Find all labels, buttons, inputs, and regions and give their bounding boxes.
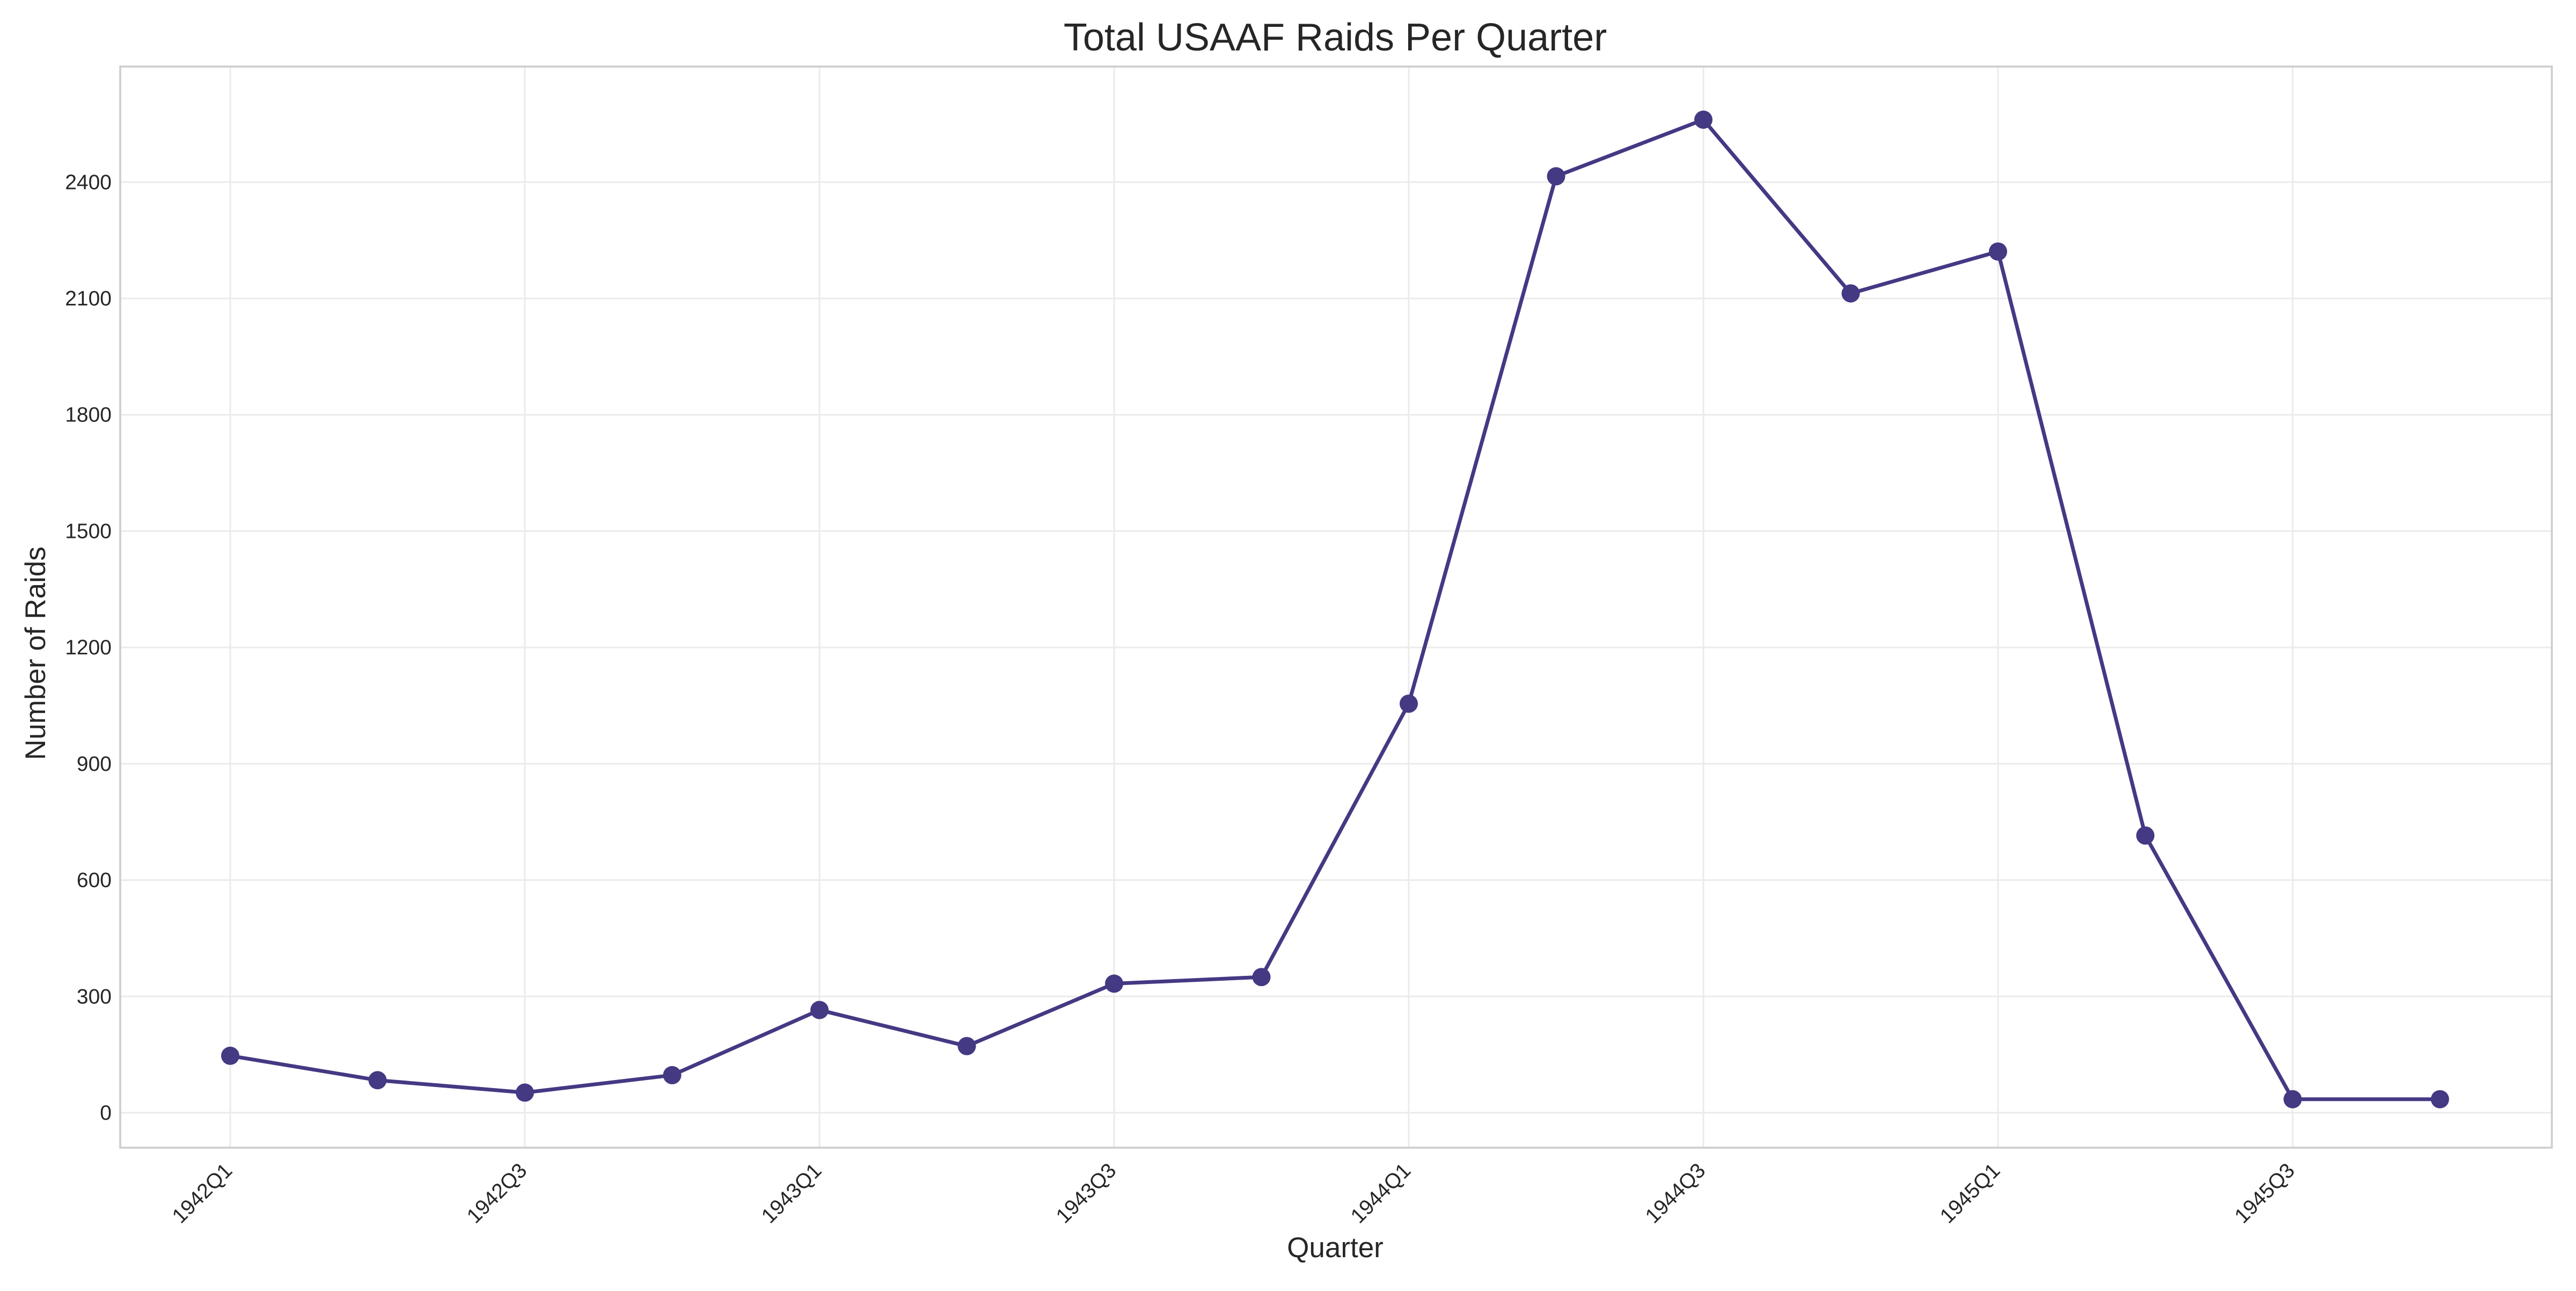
x-axis-label: Quarter (1287, 1232, 1384, 1264)
data-point (368, 1071, 387, 1090)
x-tick-label: 1942Q3 (463, 1159, 532, 1228)
data-point (1694, 110, 1713, 129)
y-axis-label: Number of Raids (20, 546, 52, 760)
x-tick-label: 1943Q1 (757, 1159, 826, 1228)
data-point (1841, 284, 1860, 303)
data-point (957, 1037, 976, 1055)
y-tick-label: 1800 (65, 404, 112, 427)
plot-frame (119, 65, 2553, 1149)
x-tick-label: 1944Q1 (1346, 1159, 1416, 1228)
data-point (810, 1001, 829, 1019)
data-point (1989, 242, 2007, 261)
data-point (663, 1066, 682, 1084)
y-tick-label: 600 (77, 869, 112, 892)
y-tick-label: 0 (100, 1102, 112, 1125)
series-layer (221, 110, 2449, 1108)
x-tick-label: 1945Q3 (2230, 1159, 2300, 1228)
series-line (228, 118, 2442, 1102)
x-axis-ticks: 1942Q1 1942Q3 1943Q1 1943Q3 1944Q1 1944Q3 1945… (168, 1159, 2300, 1228)
y-tick-label: 1500 (65, 520, 112, 543)
y-tick-label: 900 (77, 753, 112, 776)
data-point (516, 1083, 534, 1102)
data-point (1252, 968, 1271, 987)
data-point (1105, 974, 1123, 993)
y-tick-label: 300 (77, 985, 112, 1008)
data-point (1400, 694, 1418, 713)
x-tick-label: 1944Q3 (1641, 1159, 1710, 1228)
y-tick-label: 2100 (65, 287, 112, 310)
x-tick-label: 1945Q1 (1936, 1159, 2005, 1228)
data-point (2284, 1090, 2302, 1108)
x-tick-label: 1942Q1 (168, 1159, 237, 1228)
data-point (221, 1046, 239, 1065)
y-tick-label: 2400 (65, 171, 112, 194)
data-point (2431, 1090, 2449, 1108)
chart-title: Total USAAF Raids Per Quarter (1064, 16, 1607, 59)
data-point (1547, 167, 1565, 186)
y-axis-ticks: 0 300 600 900 1200 1500 1800 2100 2400 (65, 171, 112, 1125)
x-tick-label: 1943Q3 (1052, 1159, 1121, 1228)
y-tick-label: 1200 (65, 636, 112, 659)
data-point (2136, 826, 2155, 845)
grid (120, 67, 2552, 1148)
